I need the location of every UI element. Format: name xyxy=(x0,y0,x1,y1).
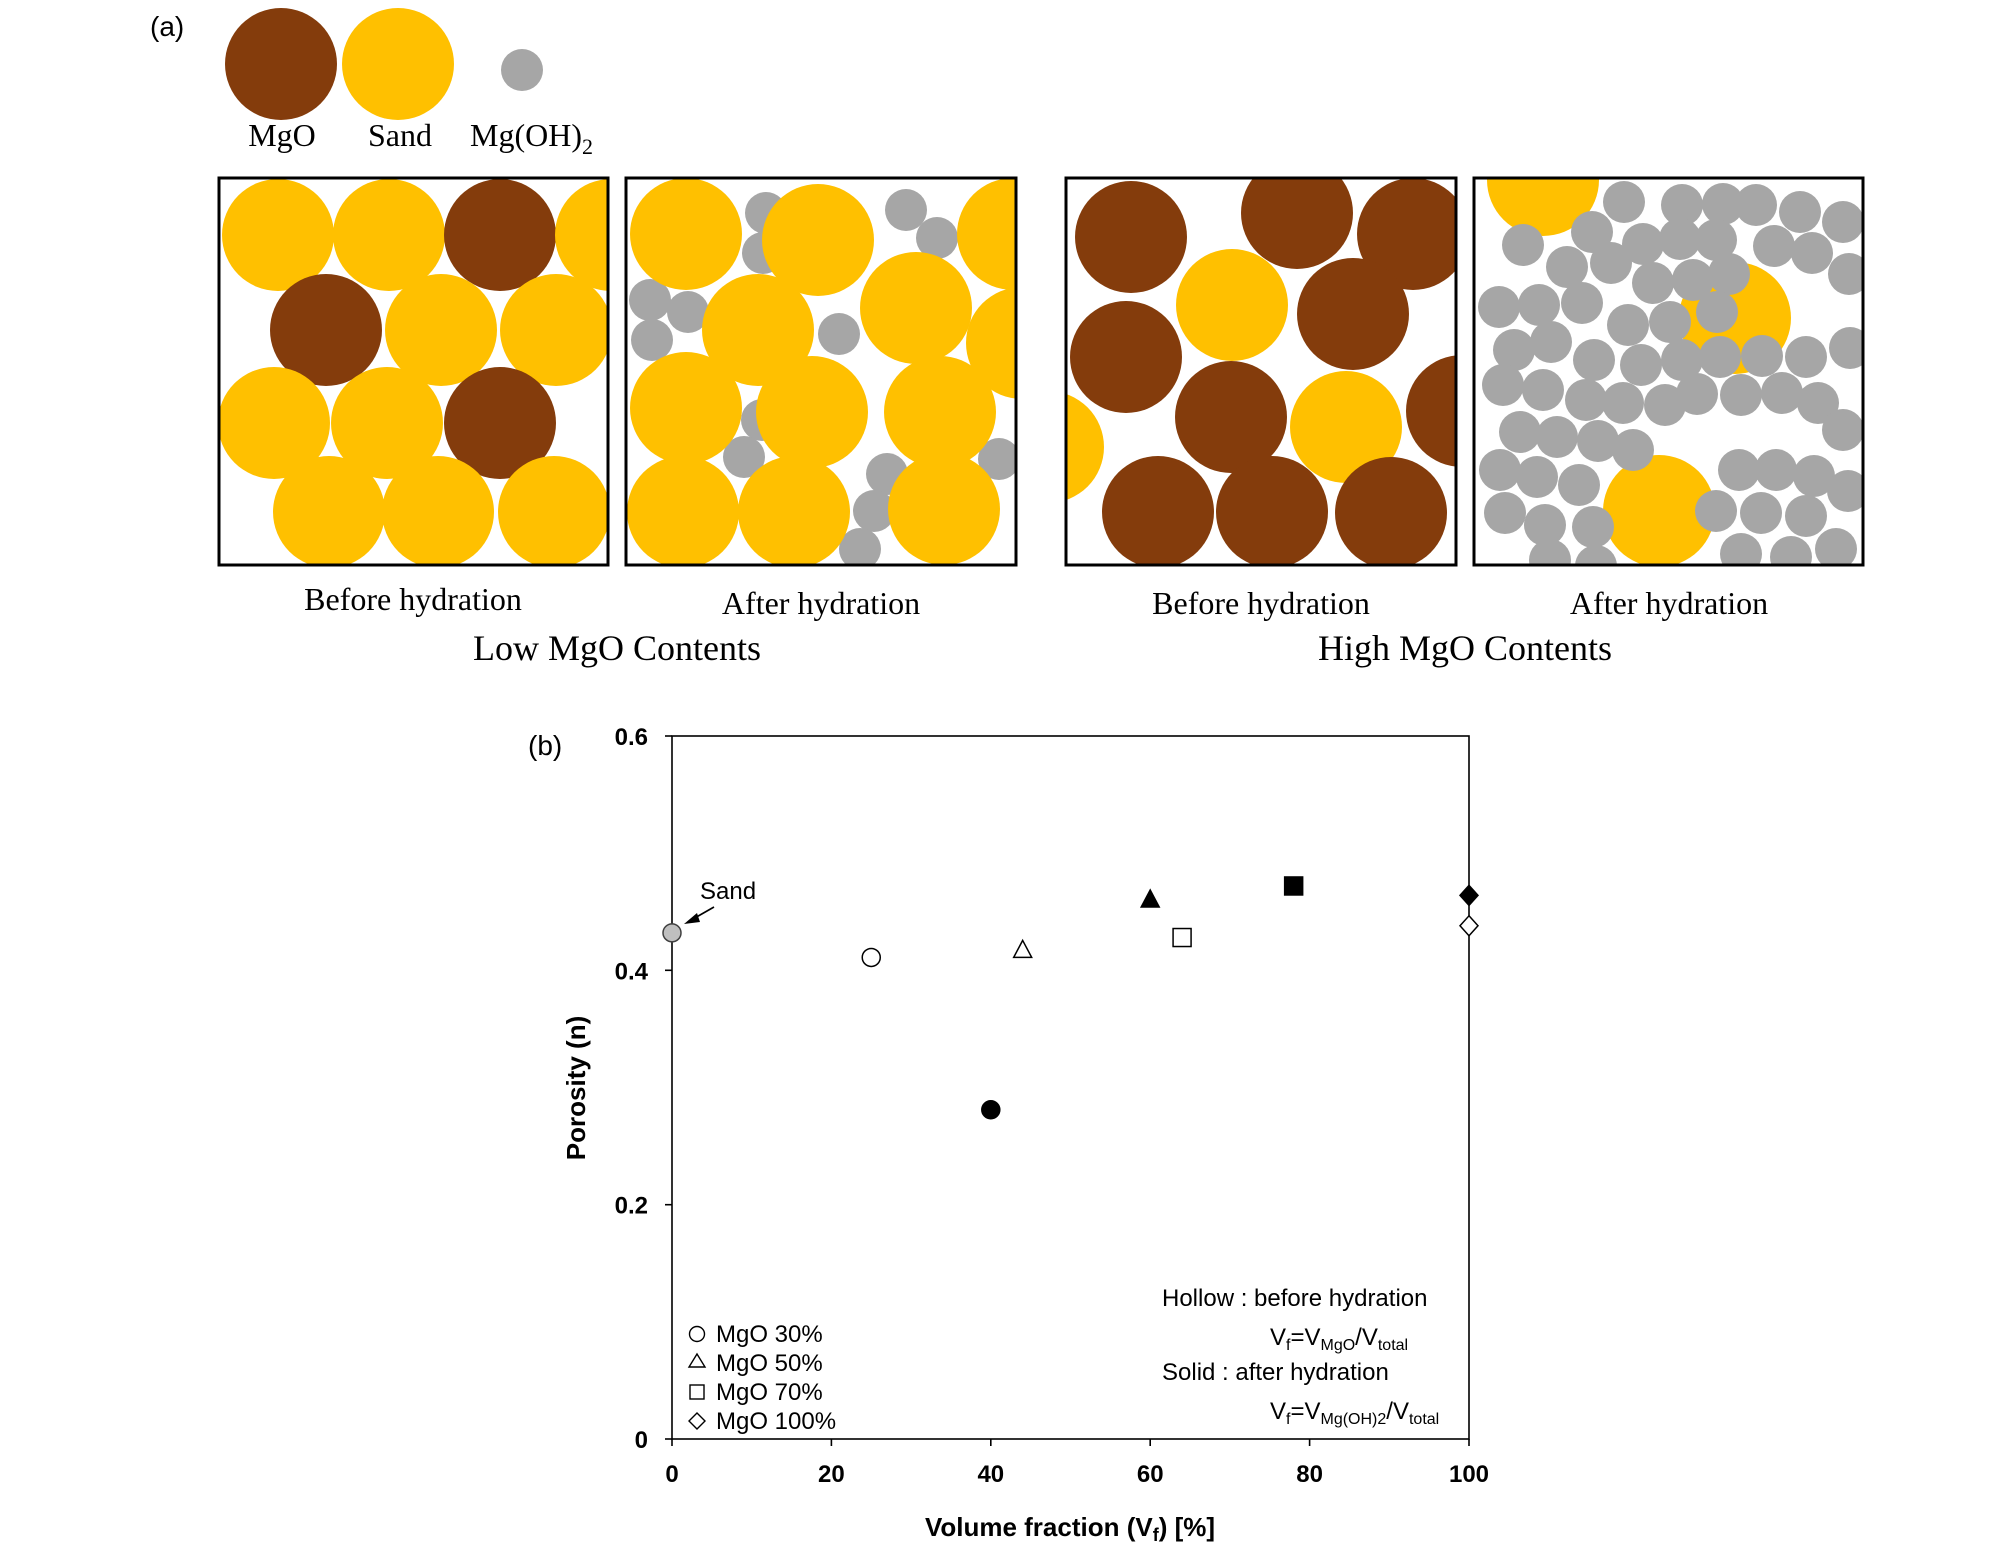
caption-high-after: After hydration xyxy=(1570,585,1768,621)
high-after-box xyxy=(1472,176,1865,567)
data-point-circle-solid-2 xyxy=(981,1100,1001,1120)
note-vf-before: Vf=VMgO/Vtotal xyxy=(1270,1324,1408,1354)
x-axis: 0 20 40 60 80 100 xyxy=(665,1439,1489,1488)
high-before-box xyxy=(1064,176,1458,567)
y-tick-label: 0.6 xyxy=(615,724,648,751)
data-point-circle-hollow-1 xyxy=(861,947,881,968)
legend-sand-swatch xyxy=(342,8,454,120)
caption-low-after: After hydration xyxy=(722,585,920,621)
chart-legend: MgO 30% MgO 50% MgO 70% MgO 100% xyxy=(687,1321,836,1435)
note-solid: Solid : after hydration xyxy=(1162,1359,1389,1386)
data-point-square-solid-6 xyxy=(1283,876,1304,896)
legend-mgo-label: MgO xyxy=(248,117,316,153)
legend-item: MgO 70% xyxy=(716,1379,823,1406)
plot-area xyxy=(671,735,1470,1440)
sand-annotation: Sand xyxy=(700,878,756,905)
legend-mgoh2-label: Mg(OH)2 xyxy=(470,117,593,159)
low-after-box xyxy=(624,176,1018,567)
legend-marker-triangle xyxy=(687,1352,707,1368)
panel-b-label: (b) xyxy=(528,730,562,761)
y-axis: 0 0.2 0.4 0.6 xyxy=(615,724,672,1454)
low-after-particles xyxy=(627,178,1016,565)
note-hollow: Hollow : before hydration xyxy=(1162,1285,1427,1312)
x-tick-label: 20 xyxy=(818,1461,845,1488)
high-before-particles xyxy=(1066,178,1456,565)
legend-item: MgO 30% xyxy=(716,1321,823,1348)
panel-a-label: (a) xyxy=(150,11,184,42)
group-title-high: High MgO Contents xyxy=(1318,628,1612,668)
x-tick-label: 100 xyxy=(1449,1461,1489,1488)
y-tick-label: 0.2 xyxy=(615,1193,648,1220)
high-after-particles xyxy=(1478,178,1863,565)
low-before-particles xyxy=(219,179,608,565)
legend-item: MgO 50% xyxy=(716,1350,823,1377)
chart-notes: Hollow : before hydration Vf=VMgO/Vtotal… xyxy=(1162,1285,1439,1428)
x-tick-label: 40 xyxy=(977,1461,1004,1488)
x-tick-label: 80 xyxy=(1296,1461,1323,1488)
caption-low-before: Before hydration xyxy=(304,581,522,617)
data-point-diamond-solid-8 xyxy=(1458,884,1480,907)
group-title-low: Low MgO Contents xyxy=(473,628,761,668)
y-tick-label: 0 xyxy=(635,1427,648,1454)
data-point-triangle-solid-4 xyxy=(1139,888,1161,908)
legend-marker-square xyxy=(689,1384,705,1400)
x-tick-label: 0 xyxy=(665,1461,678,1488)
data-markers xyxy=(662,876,1480,1120)
x-axis-title: Volume fraction (Vf) [%] xyxy=(925,1512,1215,1545)
data-point-diamond-hollow-7 xyxy=(1458,914,1480,937)
x-tick-label: 60 xyxy=(1137,1461,1164,1488)
legend-item: MgO 100% xyxy=(716,1408,836,1435)
legend-mgoh2-swatch xyxy=(501,49,543,91)
caption-high-before: Before hydration xyxy=(1152,585,1370,621)
y-axis-title: Porosity (n) xyxy=(561,1016,591,1160)
sand-annotation-arrowhead xyxy=(684,913,700,924)
y-tick-label: 0.4 xyxy=(615,958,649,985)
legend-marker-circle xyxy=(688,1325,706,1343)
low-before-box xyxy=(217,176,610,567)
data-point-square-hollow-5 xyxy=(1172,927,1192,948)
data-point-triangle-hollow-3 xyxy=(1012,938,1033,959)
data-point-circle-gray-0 xyxy=(662,923,682,943)
note-vf-after: Vf=VMg(OH)2/Vtotal xyxy=(1270,1398,1439,1428)
legend-mgo-swatch xyxy=(225,8,337,120)
legend-marker-diamond xyxy=(688,1412,706,1430)
legend-sand-label: Sand xyxy=(368,117,432,153)
